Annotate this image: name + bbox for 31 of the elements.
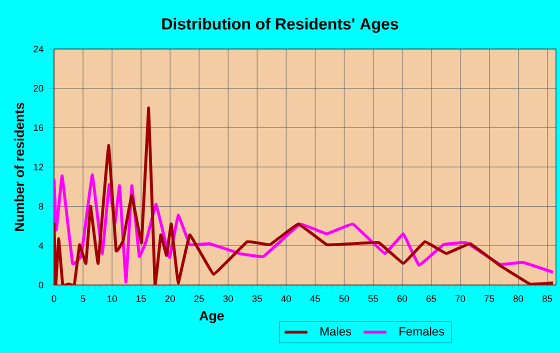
x-tick-label: 5: [80, 295, 86, 302]
y-tick-label: 0: [38, 282, 44, 288]
y-tick-label: 24: [34, 46, 44, 52]
x-tick-label: 65: [426, 295, 436, 302]
y-tick-label: 16: [34, 124, 44, 131]
x-tick-label: 25: [194, 295, 204, 302]
y-tick-label: 20: [34, 85, 44, 92]
x-tick-label: 45: [310, 295, 320, 302]
x-tick-label: 40: [281, 295, 291, 302]
line-series: [54, 106, 555, 285]
x-tick-label: 0: [52, 295, 56, 302]
x-tick-label: 60: [397, 295, 408, 302]
y-tick-label: 12: [34, 164, 44, 170]
y-tick-label: 4: [38, 242, 44, 249]
x-tick-label: 50: [339, 295, 350, 302]
x-tick-label: 55: [368, 295, 378, 302]
y-axis-title: Number of residents: [14, 102, 24, 231]
legend-label: Males: [320, 326, 352, 336]
x-tick-label: 75: [484, 295, 494, 302]
y-tick-label: 8: [38, 203, 44, 210]
x-tick-label: 30: [223, 295, 233, 302]
x-tick-label: 10: [108, 295, 117, 302]
x-axis-title: Age: [199, 311, 224, 324]
x-tick-label: 85: [542, 295, 552, 302]
chart-title: Distribution of Residents' Ages: [162, 18, 398, 33]
x-tick-label: 35: [252, 295, 262, 302]
legend-label: Females: [400, 326, 444, 336]
x-tick-label: 20: [165, 295, 175, 302]
x-tick-label: 70: [456, 295, 466, 302]
x-tick-label: 15: [136, 295, 146, 302]
x-tick-label: 80: [513, 295, 524, 302]
